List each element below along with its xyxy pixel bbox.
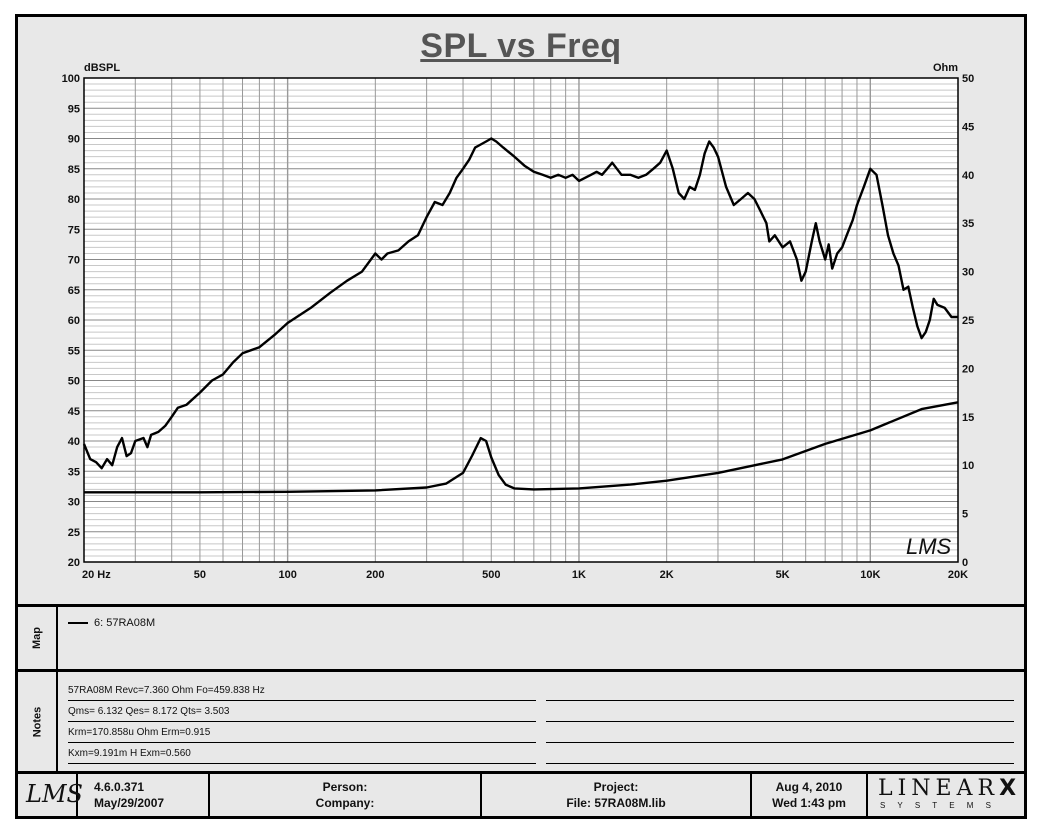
- footer-person-cell: Person: Company:: [210, 774, 482, 816]
- person-label: Person:: [322, 780, 368, 794]
- lms-logo: LMS: [26, 780, 83, 808]
- y-tick-label-left: 65: [68, 285, 80, 297]
- footer: LMS 4.6.0.371 May/29/2007 Person: Compan…: [18, 774, 1024, 816]
- x-tick-label: 20 Hz: [82, 569, 111, 581]
- impedance-curve: [84, 401, 959, 494]
- report-date: Aug 4, 2010: [775, 780, 843, 794]
- legend-text: 6: 57RA08M: [94, 617, 156, 629]
- y-tick-label-left: 60: [68, 315, 80, 327]
- notes-label: Notes: [31, 706, 43, 737]
- footer-date-cell: Aug 4, 2010 Wed 1:43 pm: [752, 774, 868, 816]
- y-tick-label-right: 40: [962, 170, 974, 182]
- x-tick-label: 100: [278, 569, 296, 581]
- y-tick-label-left: 55: [68, 345, 80, 357]
- x-tick-label: 200: [366, 569, 384, 581]
- y-tick-label-right: 45: [962, 121, 974, 133]
- note-blank-line: [546, 746, 1014, 764]
- divider: [18, 771, 1024, 774]
- brand-text: LINEAR: [878, 776, 1000, 801]
- data-series: [82, 137, 959, 494]
- brand-x: X: [999, 776, 1022, 801]
- x-tick-label: 2K: [660, 569, 674, 581]
- y-tick-label-right: 35: [962, 218, 974, 230]
- notes-side-label: Notes: [18, 672, 58, 771]
- report-frame: SPL vs Freq 20 25 30 35 40 45 50 55 60 65 70 75 80 85…: [15, 14, 1027, 819]
- divider: [18, 604, 1024, 607]
- report-time: Wed 1:43 pm: [772, 796, 846, 810]
- legend-line-icon: [68, 622, 88, 624]
- y-tick-label-right: 30: [962, 267, 974, 279]
- y-tick-label-left: 75: [68, 224, 80, 236]
- x-tick-label: 20K: [948, 569, 968, 581]
- y-tick-label-left: 50: [68, 376, 80, 388]
- y-tick-label-right: 10: [962, 460, 974, 472]
- note-line-3: Krm=170.858u Ohm Erm=0.915: [68, 725, 536, 743]
- note-blank-line: [546, 683, 1014, 701]
- y-tick-label-right: 0: [962, 557, 968, 569]
- divider: [18, 669, 1024, 672]
- spl-chart: 20 25 30 35 40 45 50 55 60 65 70 75 80 85 90 95 100 0 5 10 1…: [62, 62, 975, 581]
- note-blank-line: [546, 704, 1014, 722]
- linearx-logo: LINEARX: [878, 776, 1021, 801]
- y-tick-label-left: 35: [68, 466, 80, 478]
- company-label: Company:: [315, 796, 375, 810]
- x-tick-label: 500: [482, 569, 500, 581]
- y-tick-label-left: 40: [68, 436, 80, 448]
- y-tick-label-left: 80: [68, 194, 80, 206]
- note-line-4: Kxm=9.191m H Exm=0.560: [68, 746, 536, 764]
- chart-title: SPL vs Freq: [420, 27, 622, 65]
- project-label: Project:: [593, 780, 639, 794]
- y-tick-label-left: 95: [68, 103, 80, 115]
- y-tick-label-left: 100: [62, 73, 80, 85]
- y-tick-label-right: 20: [962, 363, 974, 375]
- y-tick-label-right: 15: [962, 412, 974, 424]
- version-date: May/29/2007: [94, 796, 165, 810]
- y-tick-label-right: 50: [962, 73, 974, 85]
- map-label: Map: [31, 627, 43, 649]
- note-line-1: 57RA08M Revc=7.360 Ohm Fo=459.838 Hz: [68, 683, 536, 701]
- spl-curve: [82, 137, 958, 470]
- x-tick-label: 10K: [860, 569, 880, 581]
- x-tick-label: 5K: [776, 569, 790, 581]
- axes: 20 25 30 35 40 45 50 55 60 65 70 75 80 85 90 95 100 0 5 10 1…: [62, 62, 975, 581]
- footer-brand-cell: LINEARX S Y S T E M S: [868, 774, 1024, 816]
- lms-watermark: LMS: [906, 534, 952, 559]
- footer-version-cell: 4.6.0.371 May/29/2007: [78, 774, 210, 816]
- version-number: 4.6.0.371: [94, 780, 145, 794]
- map-side-label: Map: [18, 607, 58, 669]
- chart-section: SPL vs Freq 20 25 30 35 40 45 50 55 60 65 70 75 80 85…: [18, 17, 1024, 604]
- note-blank-line: [546, 725, 1014, 743]
- y-tick-label-right: 5: [962, 509, 968, 521]
- y-tick-label-left: 30: [68, 497, 80, 509]
- y-tick-label-left: 45: [68, 406, 80, 418]
- y-tick-label-left: 70: [68, 255, 80, 267]
- y-tick-label-left: 20: [68, 557, 80, 569]
- y-tick-label-left: 85: [68, 164, 80, 176]
- footer-logo-cell: LMS: [18, 774, 83, 816]
- x-tick-label: 50: [194, 569, 206, 581]
- grid: [84, 78, 958, 562]
- y-tick-label-left: 25: [68, 527, 80, 539]
- y-tick-label-right: 25: [962, 315, 974, 327]
- file-label: File: 57RA08M.lib: [566, 796, 666, 810]
- map-legend-entry[interactable]: 6: 57RA08M: [68, 617, 155, 629]
- y-tick-label-left: 90: [68, 134, 80, 146]
- note-line-2: Qms= 6.132 Qes= 8.172 Qts= 3.503: [68, 704, 536, 722]
- y-axis-label-left: dBSPL: [84, 62, 120, 74]
- y-axis-label-right: Ohm: [933, 62, 958, 74]
- footer-project-cell: Project: File: 57RA08M.lib: [482, 774, 752, 816]
- brand-subtitle: S Y S T E M S: [880, 801, 996, 810]
- x-tick-label: 1K: [572, 569, 586, 581]
- plot-border: [83, 77, 959, 563]
